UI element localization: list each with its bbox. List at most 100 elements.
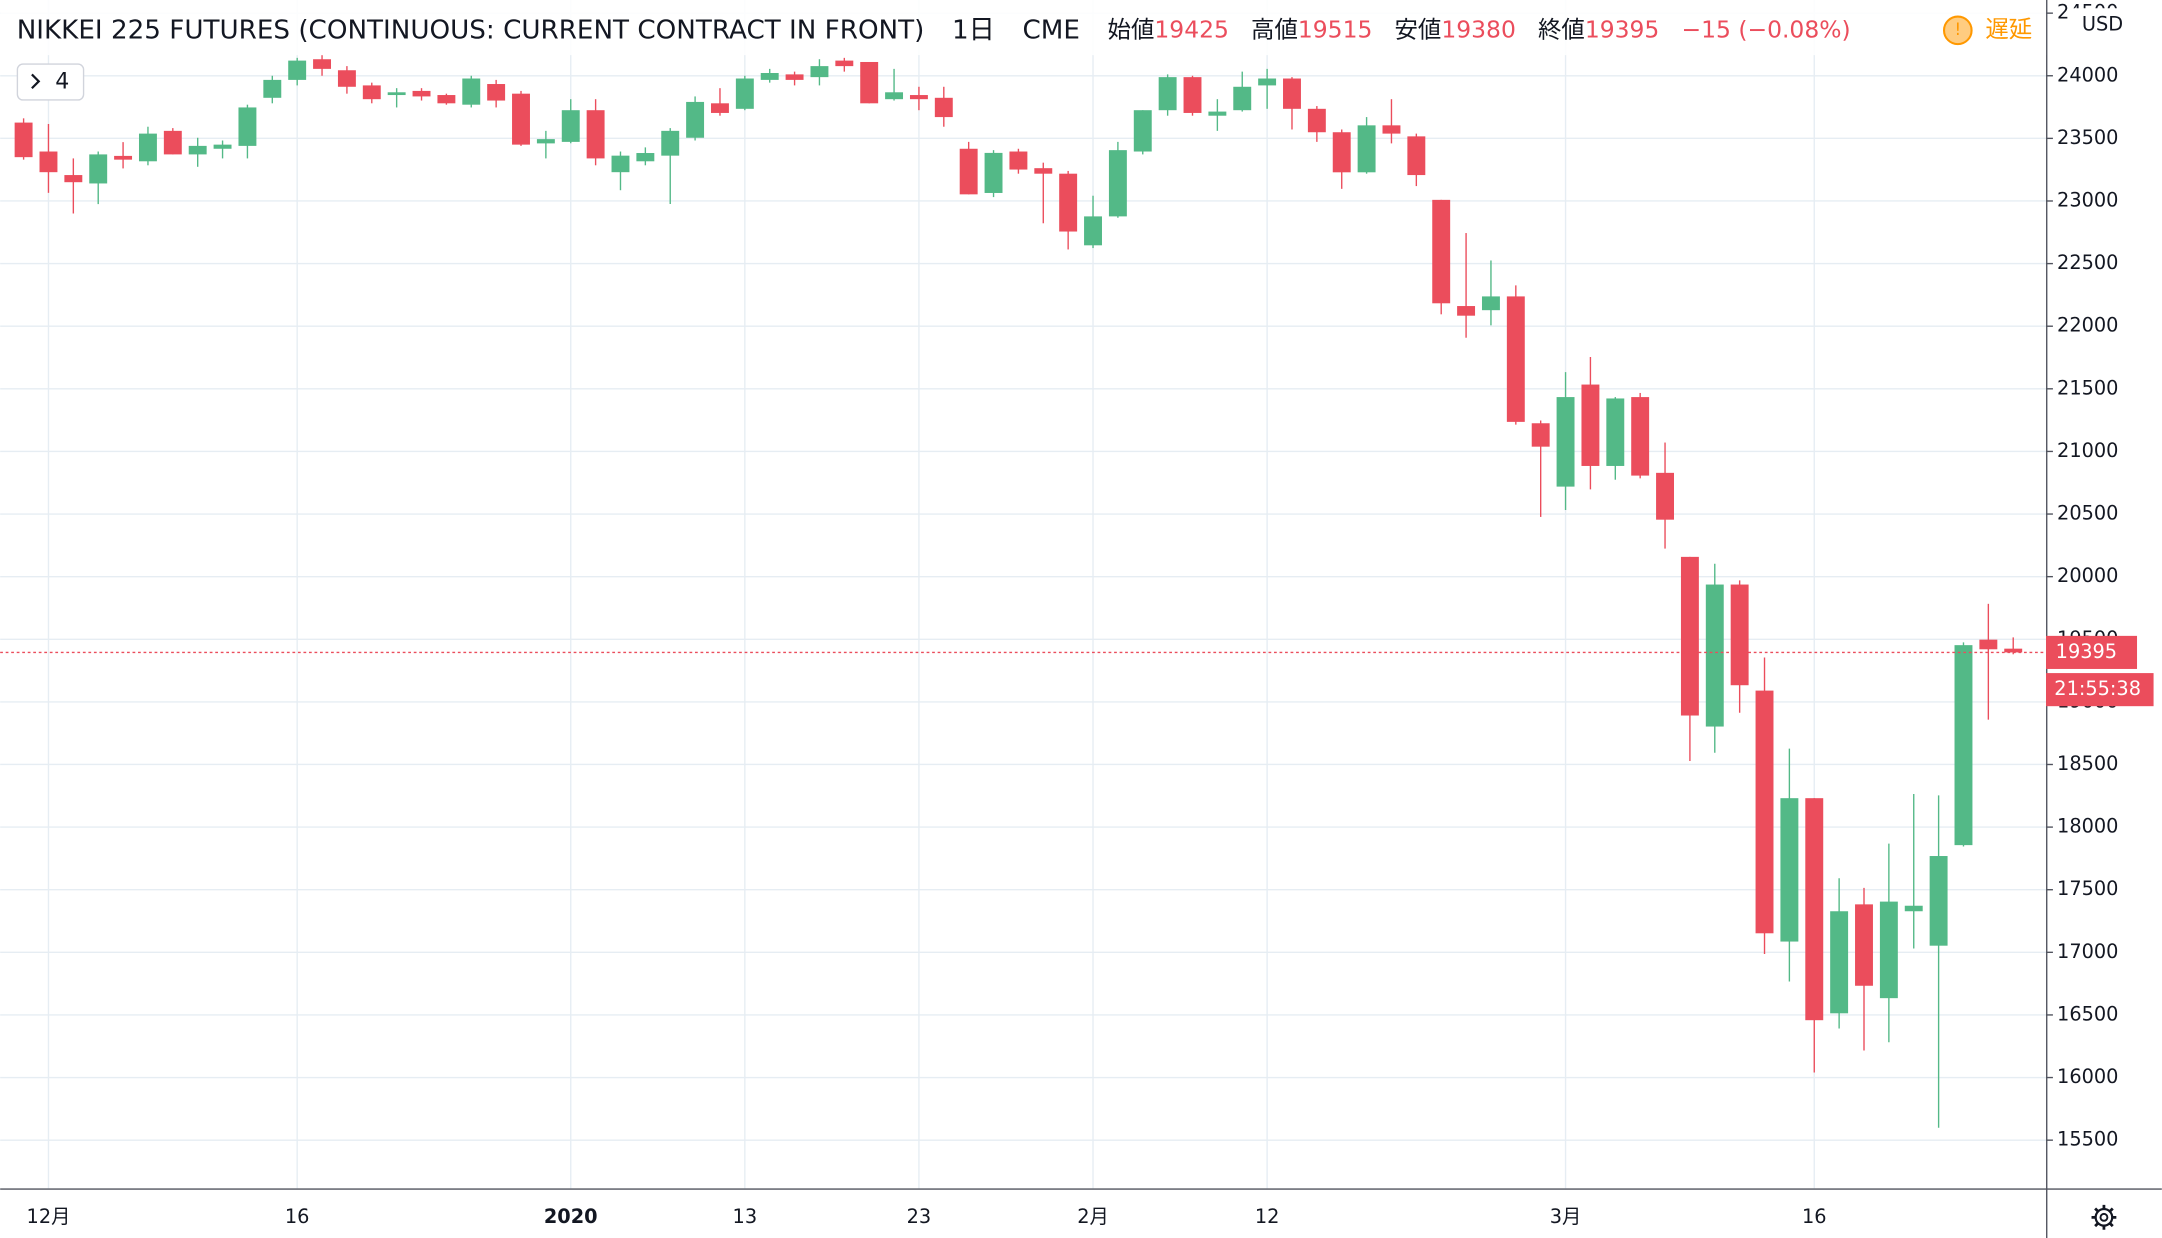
candle-body — [1656, 472, 1674, 520]
candle-body — [1506, 296, 1525, 422]
grid — [0, 0, 2047, 1189]
candle-body — [1432, 199, 1451, 304]
x-tick-label: 16 — [1802, 1205, 1827, 1228]
candle-body — [1929, 856, 1948, 946]
axes: 1550016000165001700017500180001850019000… — [27, 1, 2154, 1228]
candle-body — [984, 152, 1003, 193]
candle-body — [337, 70, 356, 87]
header: NIKKEI 225 FUTURES (CONTINUOUS: CURRENT … — [17, 15, 1851, 45]
candle-body — [1581, 384, 1600, 466]
candle-body — [1531, 423, 1550, 447]
candle-body — [1855, 904, 1873, 986]
candle-body — [661, 130, 680, 156]
candle-body — [163, 130, 182, 155]
candle-body — [313, 59, 332, 69]
candle-body — [1407, 136, 1426, 176]
candle-body — [1307, 108, 1326, 133]
candle-body — [512, 93, 530, 145]
y-tick-label: 18500 — [2057, 752, 2118, 775]
x-tick-label: 2020 — [544, 1205, 598, 1228]
candle-body — [636, 153, 655, 162]
open-label: 始値 — [1108, 15, 1155, 43]
candle-body — [1158, 77, 1177, 111]
x-tick-label: 2月 — [1077, 1205, 1109, 1228]
exchange: CME — [1022, 15, 1079, 45]
candle-body — [1730, 584, 1749, 686]
x-tick-label: 23 — [907, 1205, 932, 1228]
candle-body — [238, 107, 257, 146]
y-tick-label: 20000 — [2057, 564, 2118, 587]
settings-icon[interactable] — [2091, 1204, 2117, 1230]
candle-body — [735, 78, 754, 109]
y-tick-label: 17500 — [2057, 877, 2118, 900]
open-value: 19425 — [1154, 15, 1229, 43]
candle-body — [1034, 168, 1053, 174]
candle-body — [1208, 111, 1227, 116]
candle-body — [462, 78, 481, 105]
candle-body — [2004, 648, 2023, 653]
y-tick-label: 23000 — [2057, 188, 2118, 211]
candle-body — [387, 92, 406, 96]
candle-body — [1357, 125, 1376, 173]
change: −15 (−0.08%) — [1681, 15, 1850, 43]
candle-body — [1631, 397, 1650, 476]
last-price-box — [2046, 635, 2138, 669]
candle-body — [1481, 296, 1500, 311]
gear-teeth — [2091, 1204, 2117, 1230]
candle-body — [1805, 798, 1824, 1021]
high-value: 19515 — [1298, 15, 1373, 43]
candle-body — [412, 90, 431, 97]
candle-body — [1059, 173, 1078, 232]
candle-body — [1879, 901, 1898, 999]
candle-body — [1606, 398, 1625, 466]
candle-body — [1382, 125, 1401, 134]
delay-status[interactable]: 遅延 — [1985, 15, 2032, 43]
candle-body — [959, 148, 978, 195]
low-label: 安値 — [1395, 15, 1442, 43]
time-axis-bg — [0, 1188, 2162, 1238]
candle-body — [1108, 150, 1127, 217]
indicator-count[interactable]: 4 — [55, 70, 69, 95]
candle-body — [1830, 911, 1849, 1014]
close-label: 終値 — [1538, 15, 1585, 43]
currency[interactable]: USD — [2082, 12, 2123, 35]
y-tick-label: 16500 — [2057, 1002, 2118, 1025]
candle-body — [1954, 645, 1973, 846]
candle-body — [611, 155, 630, 173]
candle-body — [1133, 110, 1152, 152]
y-tick-label: 22500 — [2057, 251, 2118, 274]
currency-box[interactable] — [2068, 8, 2138, 42]
symbol-title: NIKKEI 225 FUTURES (CONTINUOUS: CURRENT … — [17, 15, 925, 45]
candle-body — [213, 144, 232, 149]
y-tick-label: 22000 — [2057, 314, 2118, 337]
candle-body — [263, 79, 282, 98]
candle-body — [39, 151, 58, 173]
candle-body — [1332, 132, 1351, 173]
interval[interactable]: 1日 — [952, 15, 995, 45]
indicator-toggle[interactable] — [16, 63, 85, 101]
candle-body — [1457, 306, 1476, 316]
candle-body — [1904, 905, 1923, 912]
delay-icon[interactable] — [1942, 15, 1973, 46]
y-tick-label: 16000 — [2057, 1065, 2118, 1088]
x-tick-label: 3月 — [1550, 1205, 1582, 1228]
candle-body — [1780, 798, 1799, 942]
y-tick-label: 18000 — [2057, 815, 2118, 838]
countdown: 21:55:38 — [2054, 677, 2141, 700]
candle-body — [760, 73, 779, 80]
price-axis-bg — [2046, 0, 2162, 1238]
y-tick-label: 21500 — [2057, 376, 2118, 399]
x-tick-label: 13 — [733, 1205, 758, 1228]
candle-body — [89, 154, 108, 184]
chevron-icon — [31, 73, 41, 90]
x-tick-label: 12 — [1255, 1205, 1280, 1228]
close-value: 19395 — [1585, 15, 1660, 43]
high-label: 高値 — [1251, 15, 1298, 43]
candle-body — [1258, 78, 1277, 86]
y-tick-label: 17000 — [2057, 940, 2118, 963]
countdown-box — [2046, 673, 2154, 707]
candle-body — [1283, 78, 1301, 109]
candle-body — [188, 145, 207, 155]
